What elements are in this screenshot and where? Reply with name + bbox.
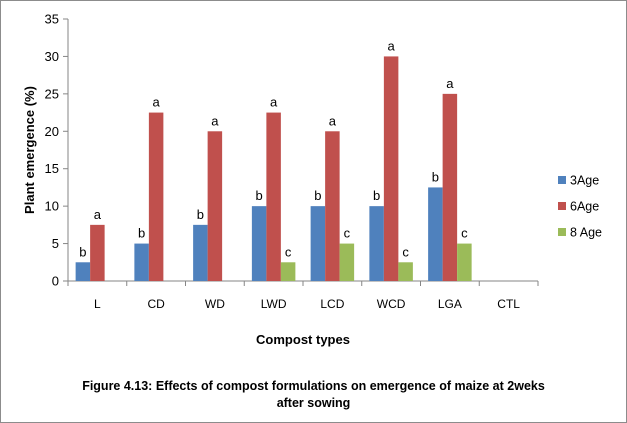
caption-line-2: after sowing xyxy=(276,396,351,410)
data-label: a xyxy=(94,207,102,222)
y-tick-label: 20 xyxy=(45,124,59,139)
bar xyxy=(369,206,384,281)
bar xyxy=(280,262,296,281)
figure-caption: Figure 4.13: Effects of compost formulat… xyxy=(0,378,627,412)
legend-swatch xyxy=(558,228,566,236)
x-tick-label: L xyxy=(94,297,101,311)
data-label: b xyxy=(432,169,439,184)
data-label: b xyxy=(373,188,380,203)
x-tick-label: WD xyxy=(205,297,225,311)
bar xyxy=(207,131,223,281)
data-label: b xyxy=(197,207,204,222)
bar xyxy=(90,224,105,281)
bar xyxy=(428,187,443,281)
data-label: a xyxy=(329,113,337,128)
bar xyxy=(325,131,340,281)
bar xyxy=(266,112,281,281)
data-label: b xyxy=(138,226,145,241)
data-label: a xyxy=(270,95,278,110)
data-label: b xyxy=(256,188,263,203)
x-tick-label: LWD xyxy=(261,297,287,311)
x-tick-label: LGA xyxy=(438,297,462,311)
data-label: b xyxy=(79,244,86,259)
legend-label: 6Age xyxy=(570,200,599,214)
y-tick-label: 35 xyxy=(45,12,59,27)
caption-line-1: Figure 4.13: Effects of compost formulat… xyxy=(82,379,545,393)
bar xyxy=(383,56,399,281)
bar xyxy=(310,206,326,281)
legend-label: 8 Age xyxy=(570,226,602,240)
data-label: a xyxy=(153,95,161,110)
bar xyxy=(398,262,413,281)
x-tick-label: LCD xyxy=(320,297,344,311)
y-tick-label: 30 xyxy=(45,49,59,64)
bar xyxy=(251,206,267,281)
bar xyxy=(442,93,458,281)
legend-label: 3Age xyxy=(570,174,599,188)
legend-swatch xyxy=(558,202,566,210)
bar xyxy=(339,243,355,281)
y-tick-label: 5 xyxy=(52,236,59,251)
x-axis-title: Compost types xyxy=(256,332,350,347)
data-label: b xyxy=(314,188,321,203)
y-tick-label: 10 xyxy=(45,199,59,214)
legend-swatch xyxy=(558,176,566,184)
y-tick-label: 15 xyxy=(45,161,59,176)
data-label: a xyxy=(211,113,219,128)
bar xyxy=(148,112,164,281)
y-axis-title: Plant emergence (%) xyxy=(22,86,37,214)
data-label: a xyxy=(446,76,454,91)
x-tick-label: WCD xyxy=(377,297,406,311)
data-label: c xyxy=(285,244,292,259)
data-label: a xyxy=(388,38,396,53)
bar xyxy=(134,243,149,281)
bar xyxy=(75,262,91,281)
bar xyxy=(193,224,208,281)
y-tick-label: 0 xyxy=(52,274,59,289)
data-label: c xyxy=(402,244,409,259)
x-tick-label: CTL xyxy=(497,297,520,311)
y-tick-label: 25 xyxy=(45,86,59,101)
data-label: c xyxy=(461,226,468,241)
x-tick-label: CD xyxy=(147,297,165,311)
bar xyxy=(457,243,472,281)
data-label: c xyxy=(344,226,351,241)
